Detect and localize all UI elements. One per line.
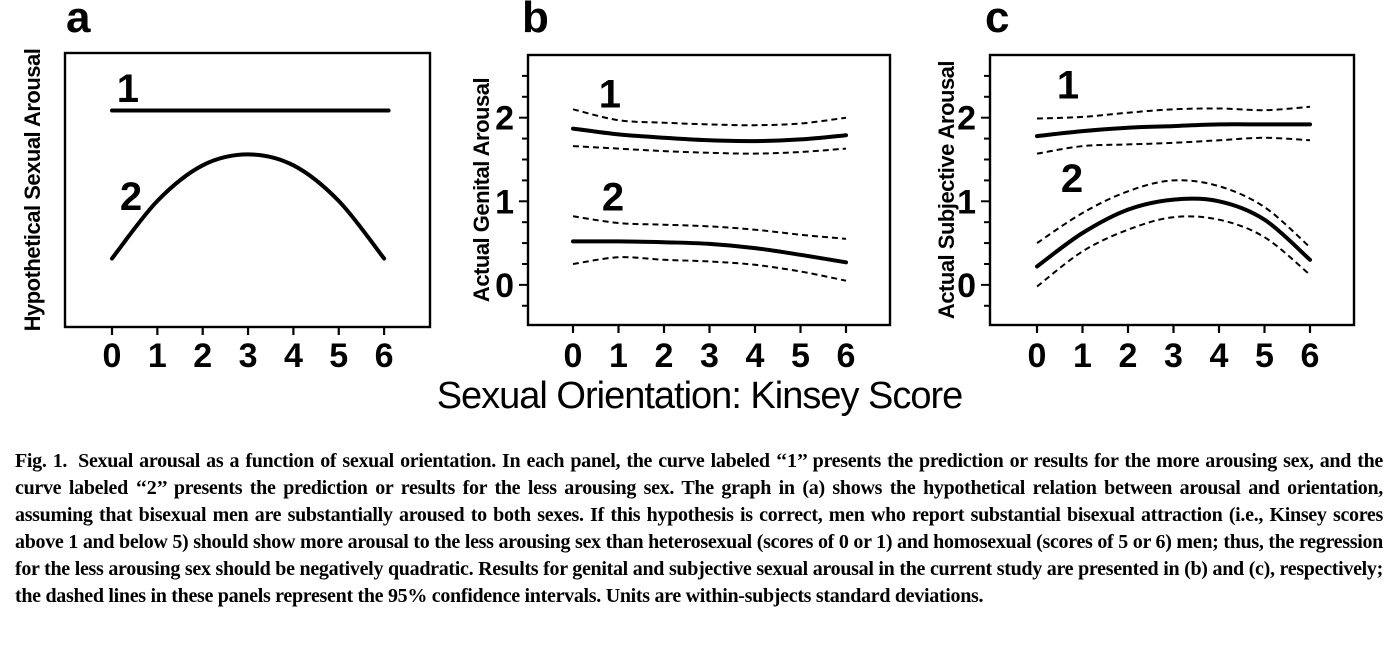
x-tick-label: 2 — [1119, 337, 1138, 375]
x-tick-label: 5 — [791, 337, 810, 375]
x-tick-label: 0 — [103, 337, 122, 375]
x-tick-label: 1 — [609, 337, 628, 375]
x-tick-label: 6 — [375, 337, 394, 375]
panel-b-fit-1-more-arousing-sex — [571, 126, 848, 144]
x-tick-label: 4 — [746, 337, 765, 375]
x-tick-label: 1 — [1073, 337, 1092, 375]
x-tick-label: 4 — [1210, 337, 1229, 375]
panel-c-y-axis-label: Actual Subjective Arousal — [934, 60, 959, 320]
panel-b-plot-box — [526, 53, 892, 327]
shared-x-axis-label: Sexual Orientation: Kinsey Score — [436, 375, 964, 417]
x-tick-label: 0 — [564, 337, 583, 375]
panel-c-fit-2-less-arousing-sex — [1035, 196, 1312, 269]
panel-a-letter: a — [66, 0, 91, 42]
panel-c-ci-1-lower — [1036, 136, 1311, 155]
caption-label: Fig. 1. — [15, 450, 68, 472]
x-tick-label: 3 — [239, 337, 258, 375]
y-tick-label: 2 — [495, 100, 514, 138]
y-tick-label: 1 — [957, 183, 976, 221]
panel-b-ci-2-lower — [572, 256, 847, 282]
panel-c-letter: c — [985, 0, 1010, 42]
panel-b-fit-2-less-arousing-sex — [571, 239, 848, 265]
x-tick-label: 5 — [1255, 337, 1274, 375]
x-tick-label: 5 — [329, 337, 348, 375]
panel-a-curve-label-1: 1 — [117, 67, 139, 111]
x-tick-label: 3 — [1164, 337, 1183, 375]
y-tick-label: 1 — [495, 183, 514, 221]
panel-b-ci-2-upper — [572, 215, 847, 240]
x-tick-label: 4 — [284, 337, 303, 375]
panel-b-letter: b — [522, 0, 549, 42]
panel-b-y-axis-label: Actual Genital Arousal — [469, 77, 494, 303]
panel-a-y-axis-label: Hypothetical Sexual Arousal — [20, 48, 45, 332]
x-tick-label: 2 — [193, 337, 212, 375]
x-tick-label: 3 — [700, 337, 719, 375]
panel-a-curve-label-2: 2 — [120, 175, 142, 219]
panel-b-ci-1-lower — [572, 145, 847, 155]
panel-b-curve-label-1: 1 — [599, 72, 621, 116]
panel-b-curve-label-2: 2 — [602, 175, 624, 219]
y-tick-label: 2 — [957, 100, 976, 138]
caption-text: Sexual arousal as a function of sexual o… — [15, 450, 1383, 607]
panel-c-fit-1-more-arousing-sex — [1035, 122, 1312, 139]
panel-c-curve-label-2: 2 — [1061, 157, 1083, 201]
panel-c-ci-2-lower — [1036, 215, 1311, 288]
panel-c-plot-box — [988, 53, 1356, 327]
x-tick-label: 2 — [655, 337, 674, 375]
panel-c-ci-1-upper — [1036, 105, 1311, 120]
panel-a-curve-2-less-arousing-sex — [110, 152, 387, 261]
panel-a: 0 1 2 3 4 5 612 — [63, 51, 432, 375]
panel-c-curve-label-1: 1 — [1057, 63, 1079, 107]
figure-caption: Fig. 1. Sexual arousal as a function of s… — [15, 448, 1383, 610]
y-tick-label: 0 — [495, 267, 514, 305]
y-tick-label: 0 — [957, 267, 976, 305]
x-tick-label: 6 — [1301, 337, 1320, 375]
x-tick-label: 1 — [148, 337, 167, 375]
x-tick-label: 0 — [1028, 337, 1047, 375]
x-tick-label: 6 — [837, 337, 856, 375]
panel-c-ci-2-upper — [1036, 179, 1311, 249]
